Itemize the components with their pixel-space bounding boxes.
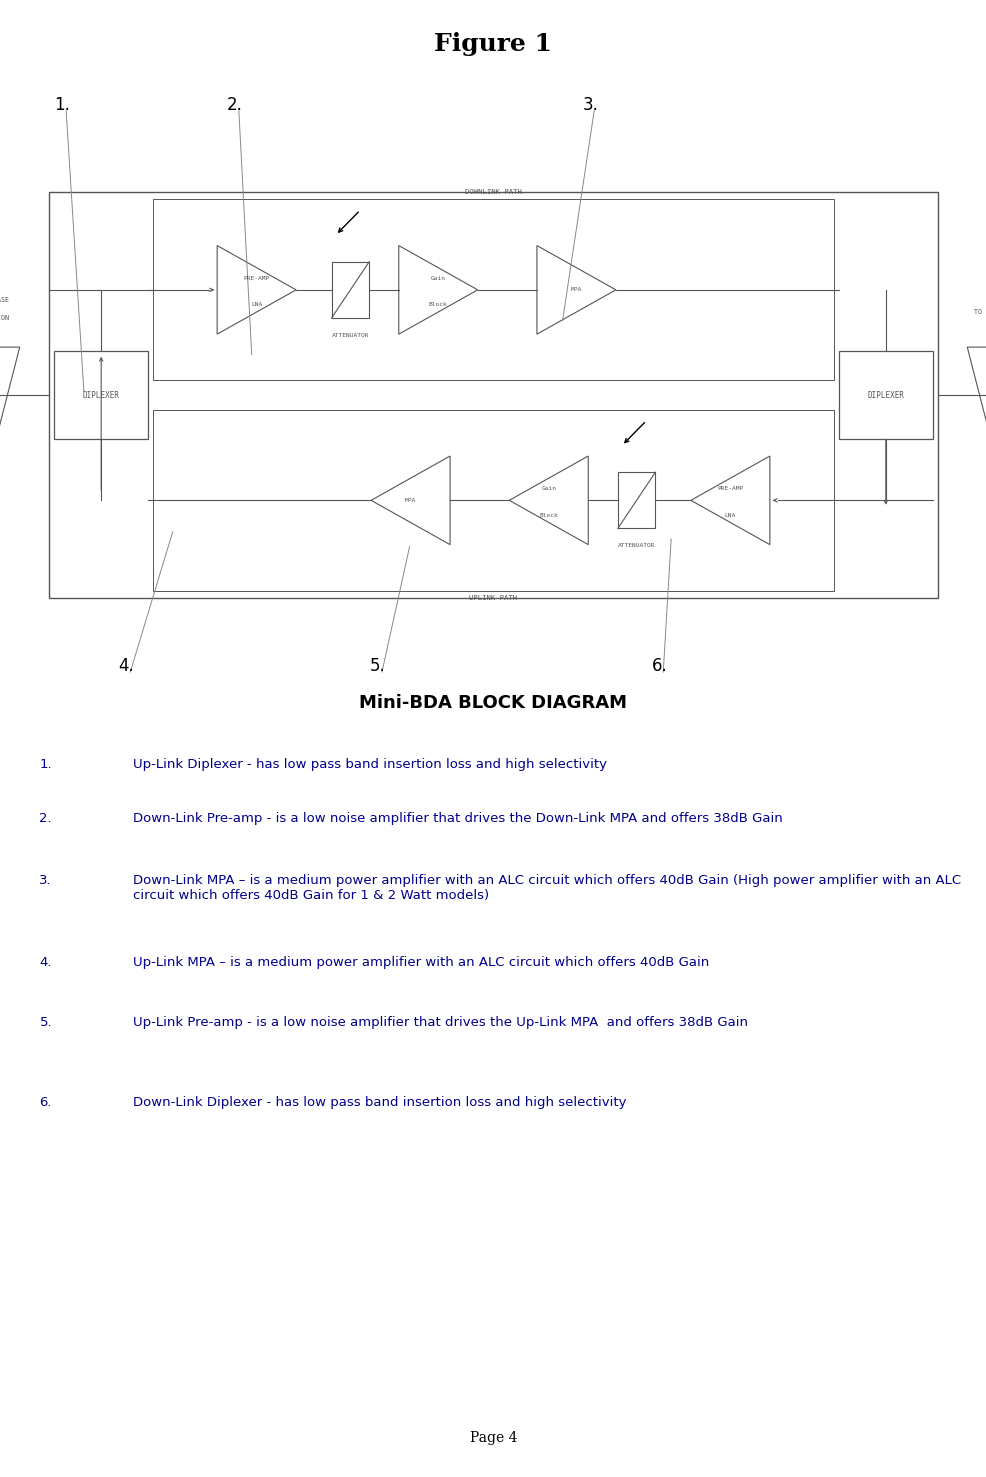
Text: 3.: 3. xyxy=(582,96,598,114)
Text: MPA: MPA xyxy=(570,288,582,292)
Text: 5.: 5. xyxy=(370,657,386,675)
Text: 3.: 3. xyxy=(39,874,52,888)
Text: LNA: LNA xyxy=(724,513,736,517)
Text: Down-Link Pre-amp - is a low noise amplifier that drives the Down-Link MPA and o: Down-Link Pre-amp - is a low noise ampli… xyxy=(133,812,782,826)
Bar xyxy=(49,192,937,598)
Text: Up-Link Pre-amp - is a low noise amplifier that drives the Up-Link MPA  and offe: Up-Link Pre-amp - is a low noise amplifi… xyxy=(133,1016,747,1029)
Text: 5.: 5. xyxy=(39,1016,52,1029)
Text: 4.: 4. xyxy=(118,657,134,675)
Text: Down-Link MPA – is a medium power amplifier with an ALC circuit which offers 40d: Down-Link MPA – is a medium power amplif… xyxy=(133,874,960,902)
Bar xyxy=(153,411,833,591)
Text: UPLINK PATH: UPLINK PATH xyxy=(469,595,517,601)
Text: Figure 1: Figure 1 xyxy=(434,32,552,56)
Text: 1.: 1. xyxy=(54,96,70,114)
Text: DIPLEXER: DIPLEXER xyxy=(83,390,119,400)
Text: Up-Link MPA – is a medium power amplifier with an ALC circuit which offers 40dB : Up-Link MPA – is a medium power amplifie… xyxy=(133,956,709,969)
Text: ATTENUATOR: ATTENUATOR xyxy=(617,544,655,548)
Text: Block: Block xyxy=(539,513,557,517)
Text: MPA: MPA xyxy=(404,498,416,502)
Text: Page 4: Page 4 xyxy=(469,1431,517,1445)
Bar xyxy=(54,352,148,440)
Text: 1.: 1. xyxy=(39,758,52,771)
Text: Down-Link Diplexer - has low pass band insertion loss and high selectivity: Down-Link Diplexer - has low pass band i… xyxy=(133,1096,626,1109)
Text: 2.: 2. xyxy=(39,812,52,826)
Text: Gain: Gain xyxy=(430,276,446,281)
Text: STATION: STATION xyxy=(0,315,9,321)
Text: 4.: 4. xyxy=(39,956,52,969)
Text: Mini-BDA BLOCK DIAGRAM: Mini-BDA BLOCK DIAGRAM xyxy=(359,694,627,712)
Text: ATTENUATOR: ATTENUATOR xyxy=(331,332,369,338)
Text: LNA: LNA xyxy=(250,303,262,307)
Text: Block: Block xyxy=(429,303,447,307)
Bar xyxy=(153,199,833,381)
Text: TO MOBILE: TO MOBILE xyxy=(973,309,986,315)
Text: DOWNLINK PATH: DOWNLINK PATH xyxy=(464,189,522,195)
Text: Gain: Gain xyxy=(540,486,556,490)
Bar xyxy=(617,473,655,529)
Text: PRE-AMP: PRE-AMP xyxy=(717,486,742,490)
Text: PRE-AMP: PRE-AMP xyxy=(244,276,269,281)
Text: DIPLEXER: DIPLEXER xyxy=(867,390,903,400)
Text: TO BASE: TO BASE xyxy=(0,297,9,303)
Text: 6.: 6. xyxy=(39,1096,52,1109)
Text: 6.: 6. xyxy=(651,657,667,675)
Bar xyxy=(331,261,369,318)
Bar xyxy=(838,352,932,440)
Text: 2.: 2. xyxy=(227,96,243,114)
Text: Up-Link Diplexer - has low pass band insertion loss and high selectivity: Up-Link Diplexer - has low pass band ins… xyxy=(133,758,606,771)
